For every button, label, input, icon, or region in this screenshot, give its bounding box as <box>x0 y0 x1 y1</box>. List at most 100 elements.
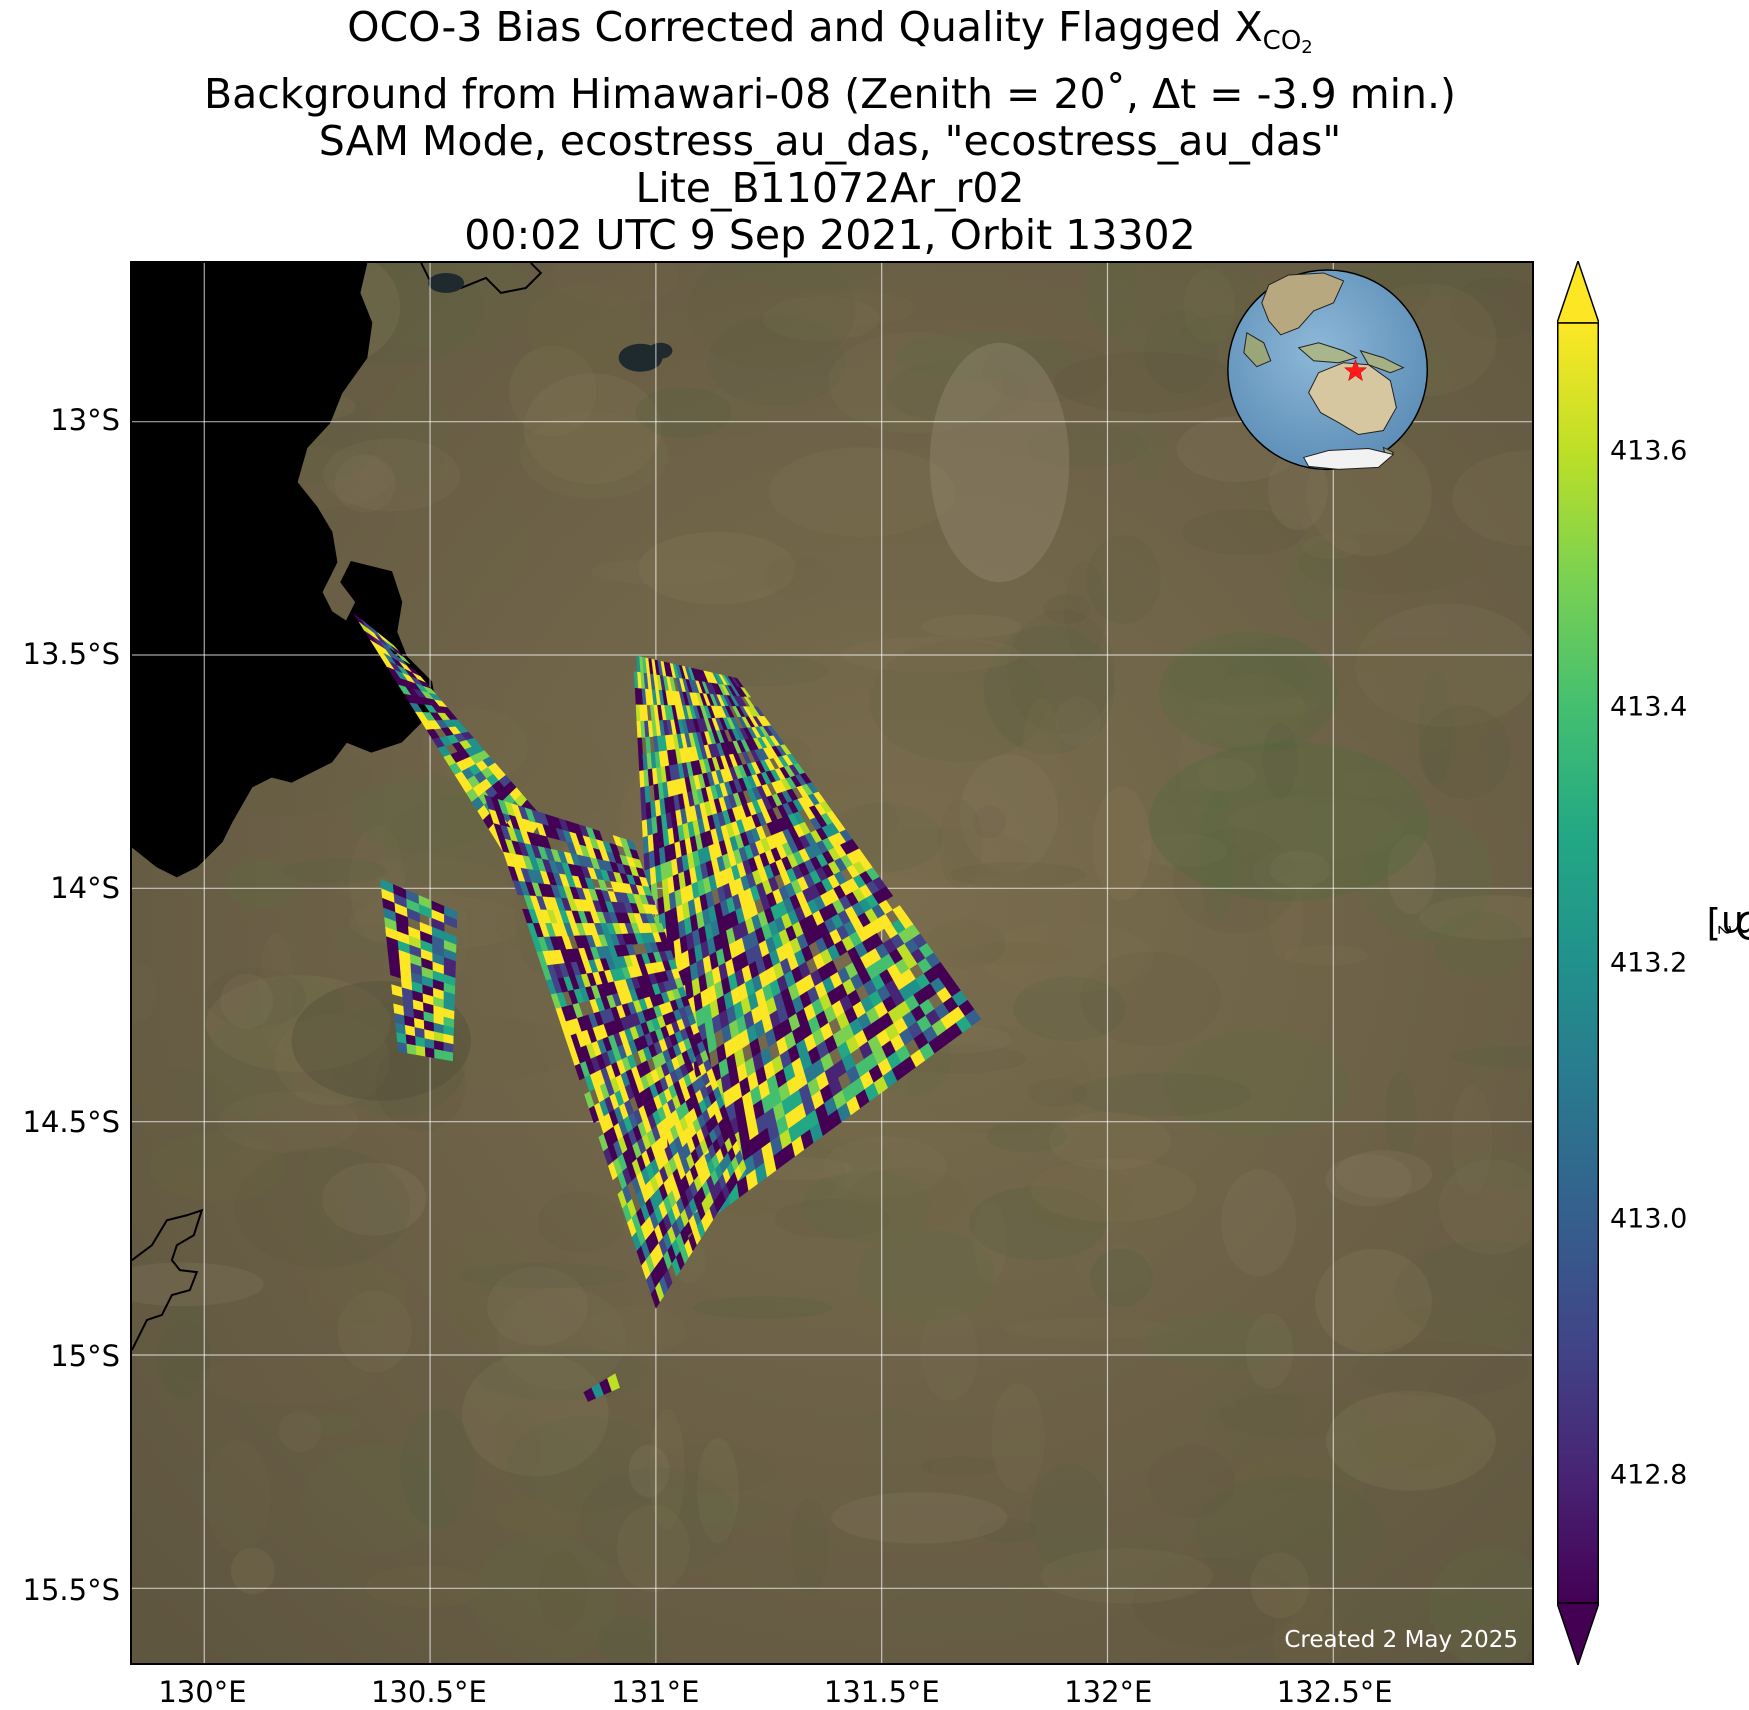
xco2-sounding <box>637 737 643 755</box>
colorbar <box>1557 261 1599 1665</box>
terrain-patch <box>523 373 662 485</box>
terrain-patch <box>828 331 1004 434</box>
swath-narrow-strip <box>353 612 544 866</box>
terrain-patch <box>132 1066 250 1175</box>
terrain-patch <box>321 1162 427 1236</box>
terrain-patch <box>628 1444 670 1498</box>
terrain-patch <box>164 1357 219 1380</box>
map-panel: Created 2 May 2025 <box>130 261 1534 1665</box>
terrain-patch <box>1438 1159 1532 1255</box>
terrain-patch <box>800 291 916 325</box>
terrain-patch <box>831 1492 1008 1544</box>
terrain-patch <box>1164 1030 1351 1138</box>
terrain-patch <box>1138 833 1228 868</box>
terrain-patch <box>519 412 669 499</box>
terrain-patch <box>739 263 885 289</box>
terrain-patch <box>299 1143 348 1260</box>
terrain-patch <box>644 1444 779 1494</box>
terrain-patch <box>1222 1453 1367 1556</box>
terrain-patch <box>234 1147 411 1268</box>
terrain-patch <box>637 531 797 605</box>
location-star-icon <box>1343 359 1368 382</box>
terrain-patch <box>1387 834 1436 915</box>
swath-west-block <box>483 794 747 1309</box>
longitude-tick-label: 130.5°E <box>370 1675 487 1709</box>
title-co-subscript: CO2 <box>1263 26 1313 58</box>
terrain-patch <box>1064 560 1106 662</box>
terrain-patch <box>1220 637 1337 751</box>
terrain-patch <box>597 1616 664 1663</box>
globe-land <box>1261 272 1345 336</box>
terrain-patch <box>801 1170 931 1243</box>
terrain-patch <box>1418 705 1511 799</box>
terrain-patch <box>1335 768 1404 799</box>
terrain-patch <box>921 614 1022 638</box>
terrain-patch <box>381 375 448 496</box>
terrain-patch <box>1205 1463 1324 1493</box>
terrain-patch <box>1361 813 1493 942</box>
terrain-patch <box>956 942 1075 965</box>
terrain-patch <box>1450 1045 1532 1069</box>
terrain-patch <box>635 387 732 439</box>
colorbar-label-units: [ppm] <box>1706 903 1749 947</box>
terrain-patch <box>416 438 553 460</box>
terrain-patch <box>230 1547 275 1595</box>
terrain-patch <box>525 283 643 370</box>
terrain-patch <box>762 296 880 342</box>
terrain-feature <box>1159 631 1339 752</box>
terrain-patch <box>1085 263 1258 357</box>
colorbar-tick-label: 413.0 <box>1610 1203 1688 1235</box>
colorbar-tick-label: 413.2 <box>1610 947 1688 979</box>
terrain-patch <box>1183 268 1235 343</box>
terrain-patch <box>1144 1314 1299 1368</box>
terrain-patch <box>1029 1463 1109 1570</box>
terrain-patch <box>886 360 1028 424</box>
terrain-patch <box>1182 509 1305 555</box>
terrain-patch <box>895 332 1073 380</box>
terrain-patch <box>1198 674 1306 747</box>
terrain-patch <box>1179 714 1217 817</box>
terrain-patch <box>1452 450 1532 546</box>
terrain-patch <box>225 859 298 908</box>
lake <box>648 342 673 359</box>
terrain-patch <box>693 1296 833 1319</box>
xco2-sounding <box>415 1045 426 1057</box>
xco2-sounding <box>444 914 458 929</box>
terrain-patch <box>1250 1552 1310 1619</box>
terrain-patch <box>364 1565 486 1608</box>
inset-globe <box>1227 269 1429 471</box>
terrain-patch <box>1131 423 1170 482</box>
terrain-patch <box>1013 976 1127 1041</box>
xco2-sounding <box>424 1047 435 1059</box>
terrain-patch <box>132 1262 264 1307</box>
terrain-patch <box>853 828 1032 880</box>
terrain-patch <box>1007 609 1115 734</box>
terrain-patch <box>538 1550 588 1631</box>
terrain-patch <box>920 1456 1000 1478</box>
xco2-sounding <box>396 652 411 665</box>
terrain-patch <box>1273 1581 1343 1663</box>
latitude-tick-label: 15°S <box>50 1339 120 1374</box>
terrain-patch <box>972 805 1006 839</box>
terrain-patch <box>337 1290 412 1373</box>
xco2-sounding <box>740 687 752 698</box>
ocean-area <box>132 263 437 877</box>
terrain-patch <box>991 1383 1045 1493</box>
terrain-patch <box>580 1306 688 1355</box>
xco2-sounding <box>648 904 659 915</box>
terrain-patch <box>1268 449 1328 531</box>
terrain-patch <box>869 640 1049 763</box>
title-line-1: OCO-3 Bias Corrected and Quality Flagged… <box>0 4 1660 71</box>
terrain-patch <box>494 1407 542 1485</box>
colorbar-tick-label: 413.6 <box>1610 435 1688 467</box>
terrain-patch <box>197 1466 230 1522</box>
terrain-patch <box>531 1414 600 1523</box>
terrain-patch <box>1048 1111 1171 1170</box>
xco2-sounding <box>443 1050 454 1062</box>
terrain-patch <box>1315 1248 1432 1354</box>
latitude-tick-label: 13°S <box>50 403 120 438</box>
terrain-patch <box>906 1026 1091 1135</box>
terrain-patch <box>1352 1341 1530 1397</box>
terrain-patch <box>1269 850 1330 888</box>
terrain-patch <box>1198 758 1257 792</box>
